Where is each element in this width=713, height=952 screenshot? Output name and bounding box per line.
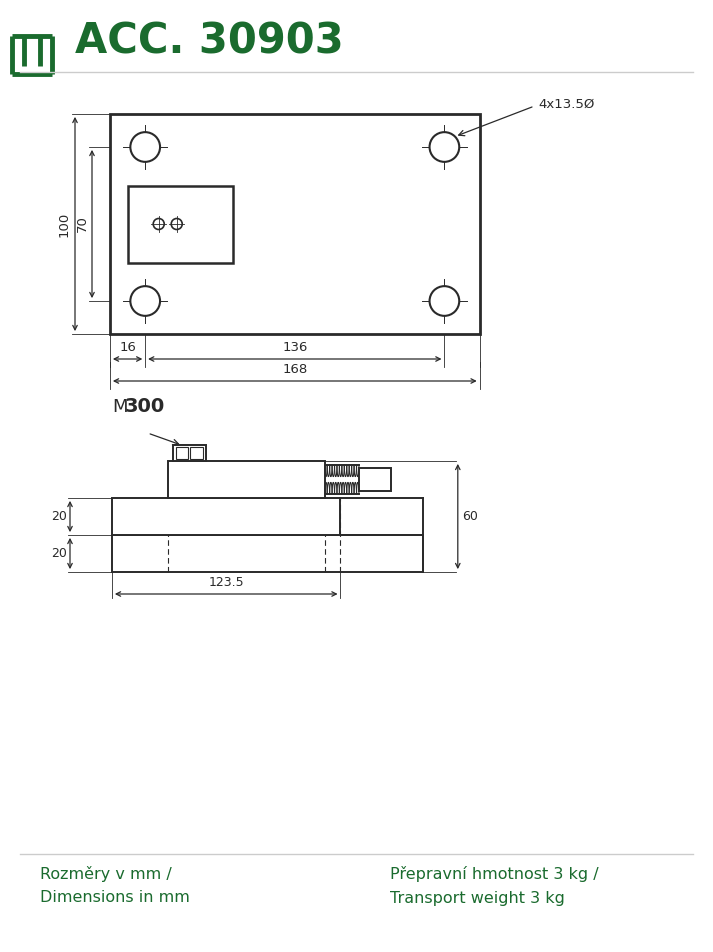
Text: Transport weight 3 kg: Transport weight 3 kg <box>390 890 565 905</box>
Bar <box>110 114 480 334</box>
Text: Dimensions in mm: Dimensions in mm <box>40 890 190 905</box>
Bar <box>175 447 188 459</box>
Text: 16: 16 <box>119 341 136 354</box>
Circle shape <box>429 287 459 316</box>
Circle shape <box>130 132 160 162</box>
Bar <box>168 461 324 498</box>
Bar <box>128 186 233 263</box>
Text: 136: 136 <box>282 341 307 354</box>
Bar <box>112 535 423 572</box>
Text: Přepravní hmotnost 3 kg /: Přepravní hmotnost 3 kg / <box>390 866 599 882</box>
Text: 123.5: 123.5 <box>208 576 244 589</box>
Text: M: M <box>112 398 128 416</box>
Bar <box>359 468 391 491</box>
Text: 4x13.5Ø: 4x13.5Ø <box>538 97 595 110</box>
Bar <box>173 446 206 461</box>
Text: 60: 60 <box>462 510 478 523</box>
Text: 20: 20 <box>51 510 67 523</box>
Circle shape <box>171 219 183 229</box>
Bar <box>190 447 202 459</box>
Text: Rozměry v mm /: Rozměry v mm / <box>40 866 172 882</box>
Text: 70: 70 <box>76 215 89 232</box>
Text: 300: 300 <box>125 398 165 417</box>
Text: 100: 100 <box>58 211 71 237</box>
Circle shape <box>130 287 160 316</box>
Text: ACC. 30903: ACC. 30903 <box>75 21 344 63</box>
Text: 168: 168 <box>282 363 307 376</box>
Circle shape <box>429 132 459 162</box>
Circle shape <box>153 219 164 229</box>
Text: 20: 20 <box>51 547 67 560</box>
Bar <box>112 498 341 535</box>
